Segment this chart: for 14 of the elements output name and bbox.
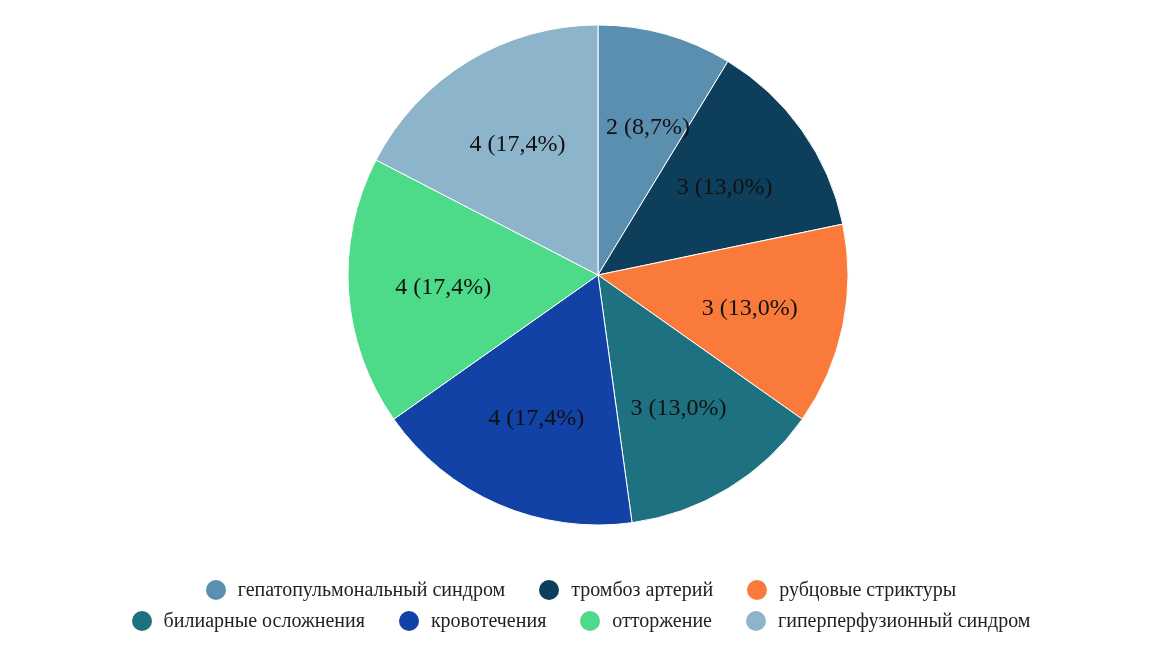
legend-label: гепатопульмональный синдром (237, 578, 506, 601)
data-label: 3 (13,0%) (630, 394, 727, 421)
legend-label: тромбоз артерий (571, 578, 714, 601)
legend-label: гиперперфузионный синдром (778, 609, 1031, 632)
data-label: 3 (13,0%) (701, 293, 798, 320)
data-label: 4 (17,4%) (469, 129, 566, 156)
legend-label: билиарные осложнения (163, 609, 365, 632)
data-label: 4 (17,4%) (395, 272, 492, 299)
data-label: 4 (17,4%) (488, 404, 585, 431)
legend-label: отторжение (612, 609, 712, 632)
legend-label: рубцовые стриктуры (779, 578, 957, 601)
legend-label: кровотечения (430, 609, 547, 632)
data-label: 3 (13,0%) (676, 172, 773, 199)
data-label: 2 (8,7%) (606, 112, 690, 139)
